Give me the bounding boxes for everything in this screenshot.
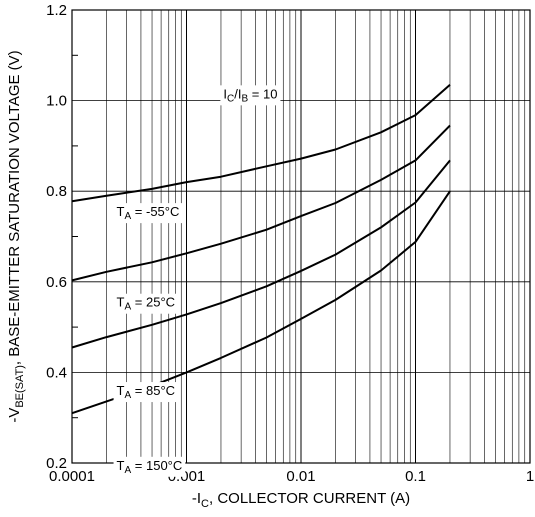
y-tick-labels: 0.2 0.4 0.6 0.8 1.0 1.2 — [46, 2, 67, 472]
x-tick-label: 1 — [526, 468, 534, 485]
svg-text:TA = 25°C: TA = 25°C — [117, 295, 175, 313]
y-tick-label: 0.6 — [46, 274, 67, 291]
y-tick-label: 0.8 — [46, 183, 67, 200]
series-label-3: TA = 85°C — [113, 382, 179, 403]
series-label-2: TA = 25°C — [113, 293, 179, 314]
series-label-1: TA = -55°C — [113, 203, 183, 224]
ic-ib-condition-label: IC/IB = 10 — [220, 85, 281, 106]
series-line-3 — [71, 159, 451, 349]
x-axis-title: -IC, COLLECTOR CURRENT (A) — [192, 490, 410, 510]
svg-text:TA = 150°C: TA = 150°C — [117, 458, 183, 476]
svg-text:IC/IB = 10: IC/IB = 10 — [223, 86, 277, 104]
svg-text:TA = -55°C: TA = -55°C — [117, 204, 180, 222]
plot-frame — [71, 9, 531, 464]
series-line-2 — [71, 124, 451, 282]
y-tick-label: 0.2 — [46, 455, 67, 472]
x-tick-label: 0.0001 — [49, 468, 95, 485]
series-label-4: TA = 150°C — [113, 456, 186, 477]
curve-labels: TA = -55°C TA = 25°C TA = 85°C TA = 150°C — [113, 203, 186, 477]
x-tick-label: 0.01 — [286, 468, 315, 485]
y-tick-label: 0.4 — [46, 364, 67, 381]
y-tick-label: 1.0 — [46, 93, 67, 110]
y-axis-title: -VBE(SAT), BASE-EMITTER SATURATION VOLTA… — [6, 50, 26, 422]
series-line-1 — [71, 83, 451, 203]
series-lines — [71, 83, 451, 415]
svg-text:TA = 85°C: TA = 85°C — [117, 383, 175, 401]
x-tick-label: 0.1 — [405, 468, 426, 485]
y-tick-label: 1.2 — [46, 2, 67, 19]
